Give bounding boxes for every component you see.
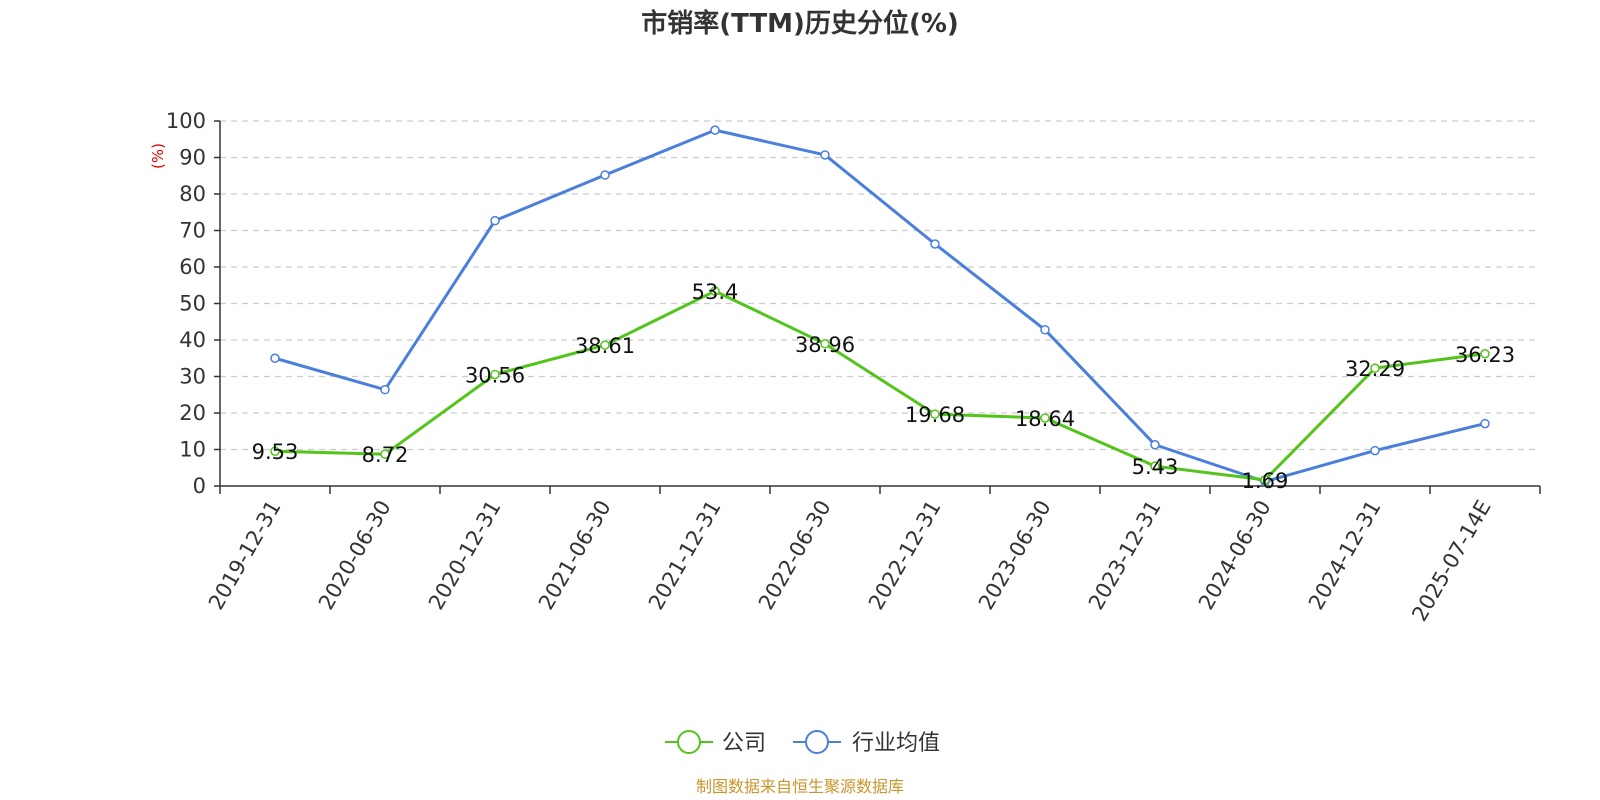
- data-label: 9.53: [252, 440, 299, 464]
- x-tick-label: 2020-12-31: [424, 496, 506, 614]
- data-point-0: [1150, 461, 1160, 471]
- data-label: 1.69: [1242, 469, 1289, 493]
- data-point-0: [1370, 363, 1380, 373]
- y-tick-label: 20: [179, 401, 206, 425]
- data-point-1: [820, 150, 830, 160]
- data-label: 18.64: [1015, 407, 1075, 431]
- data-label: 38.96: [795, 333, 855, 357]
- y-unit-label: (%): [149, 143, 167, 169]
- data-point-0: [1480, 349, 1490, 359]
- x-tick-label: 2022-12-31: [864, 496, 946, 614]
- source-note: 制图数据来自恒生聚源数据库: [696, 777, 904, 796]
- x-tick-label: 2023-12-31: [1084, 496, 1166, 614]
- data-label: 8.72: [362, 443, 409, 467]
- data-point-1: [380, 384, 390, 395]
- data-label: 36.23: [1455, 343, 1515, 367]
- data-label: 53.4: [692, 280, 739, 304]
- data-label: 38.61: [575, 334, 635, 358]
- axes: 0 10 20 30 40 50 60 70 80 90 100 2019-12-31 2020-06-…: [166, 109, 1541, 625]
- data-label: 30.56: [465, 363, 525, 387]
- data-point-0: [710, 286, 720, 296]
- y-tick-label: 100: [166, 109, 206, 133]
- x-tick-label: 2022-06-30: [754, 496, 836, 614]
- chart-title: 市销率(TTM)历史分位(%): [641, 8, 959, 39]
- legend-label-0: 公司: [722, 731, 766, 756]
- data-point-1: [270, 353, 280, 363]
- legend-label-1: 行业均值: [852, 731, 940, 756]
- legend-marker-1: [805, 730, 829, 754]
- x-tick-label: 2020-06-30: [314, 496, 396, 614]
- data-point-0: [1260, 475, 1270, 485]
- series-layer: [270, 125, 1490, 487]
- x-tick-label: 2024-12-31: [1304, 496, 1386, 614]
- x-tick-label: 2019-12-31: [204, 496, 286, 614]
- data-point-1: [1040, 325, 1050, 335]
- y-tick-label: 40: [179, 328, 206, 352]
- y-tick-label: 50: [179, 292, 206, 316]
- data-point-1: [1150, 440, 1160, 450]
- data-point-0: [270, 446, 280, 456]
- data-point-0: [930, 409, 940, 419]
- x-tick-label: 2021-12-31: [644, 496, 726, 614]
- x-tick-label: 2023-06-30: [974, 496, 1056, 614]
- y-tick-label: 60: [179, 255, 206, 279]
- y-tick-label: 80: [179, 182, 206, 206]
- data-point-0: [1040, 413, 1050, 423]
- legend-marker-0: [677, 730, 701, 754]
- x-tick-label: 2024-06-30: [1194, 496, 1276, 614]
- data-point-0: [820, 339, 830, 349]
- data-point-1: [1370, 445, 1380, 456]
- y-tick-label: 70: [179, 219, 206, 243]
- data-point-1: [1480, 418, 1490, 429]
- y-tick-label: 0: [193, 474, 206, 498]
- y-tick-label: 90: [179, 146, 206, 170]
- x-tick-label: 2021-06-30: [534, 496, 616, 614]
- y-tick-label: 30: [179, 365, 206, 389]
- data-point-1: [490, 215, 500, 226]
- series-line-1: [274, 128, 1486, 484]
- data-point-1: [600, 170, 610, 180]
- data-point-1: [710, 125, 720, 135]
- data-label: 19.68: [905, 403, 965, 427]
- series-line-0: [274, 289, 1486, 482]
- data-label: 5.43: [1132, 455, 1179, 479]
- legend: 公司 行业均值: [665, 730, 940, 756]
- data-point-0: [600, 340, 610, 350]
- data-point-0: [490, 369, 500, 380]
- y-tick-label: 10: [179, 438, 206, 462]
- data-point-1: [930, 239, 940, 249]
- data-labels: 9.53 8.72 30.56 38.61 53.4 38.96 19.68 18.64 5.4…: [252, 280, 1515, 493]
- data-label: 32.29: [1345, 357, 1405, 381]
- data-point-0: [380, 449, 390, 459]
- x-tick-label: 2025-07-14E: [1407, 496, 1495, 625]
